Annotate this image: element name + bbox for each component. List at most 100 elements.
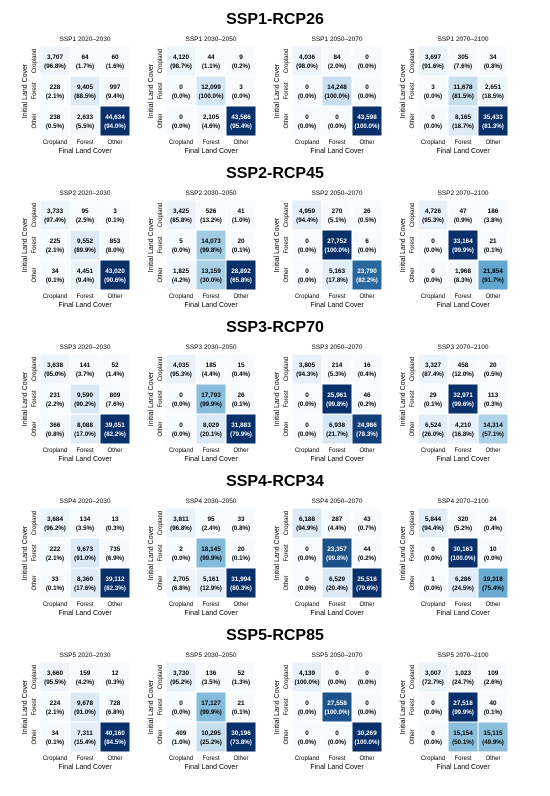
cell-count-label: 0 xyxy=(179,422,183,429)
cell-count-label: 30,196 xyxy=(231,730,251,737)
cell-percent-label: (0.0%) xyxy=(424,709,442,716)
cell-count-label: 33 xyxy=(237,516,245,523)
x-tick-label: Forest xyxy=(454,756,471,762)
x-tick-label: Forest xyxy=(202,140,219,146)
x-tick-label: Other xyxy=(233,602,248,608)
heatmap-cell xyxy=(477,259,509,291)
y-tick-label: Other xyxy=(410,421,416,436)
y-tick-label: Forest xyxy=(32,82,38,99)
cell-count-label: 186 xyxy=(488,208,499,215)
x-tick-label: Forest xyxy=(328,756,345,762)
cell-percent-label: (95.2%) xyxy=(170,679,192,686)
cell-count-label: 4,036 xyxy=(299,54,315,61)
cell-percent-label: (15.4%) xyxy=(74,739,96,746)
y-tick-label: Cropland xyxy=(32,203,38,227)
heatmap-cell xyxy=(351,199,383,231)
cell-count-label: 21,854 xyxy=(483,268,503,275)
heatmap-cell xyxy=(351,537,383,569)
cell-count-label: 39,112 xyxy=(105,576,125,583)
cell-percent-label: (91.6%) xyxy=(422,63,444,70)
panel-title: SSP2 2030–2050 xyxy=(186,190,237,197)
cell-percent-label: (0.5%) xyxy=(46,123,64,130)
cell-count-label: 12,099 xyxy=(201,84,221,91)
heatmap-cell xyxy=(447,259,479,291)
scenario-title: SSP5-RCP85 xyxy=(226,627,324,644)
heatmap-cell xyxy=(165,229,197,261)
cell-percent-label: (90.2%) xyxy=(74,401,96,408)
heatmap-cell xyxy=(291,199,323,231)
y-tick-label: Forest xyxy=(284,544,290,561)
y-axis-label: Initial Land Cover xyxy=(148,679,155,734)
cell-count-label: 15,115 xyxy=(483,730,503,737)
cell-percent-label: (4.2%) xyxy=(172,277,190,284)
heatmap-cell xyxy=(99,537,131,569)
x-tick-label: Forest xyxy=(202,448,219,454)
cell-percent-label: (3.7%) xyxy=(76,371,94,378)
cell-percent-label: (0.2%) xyxy=(358,555,376,562)
heatmap-cell xyxy=(165,507,197,539)
heatmap-cell xyxy=(99,507,131,539)
x-tick-label: Forest xyxy=(76,756,93,762)
y-tick-label: Cropland xyxy=(32,49,38,73)
cell-count-label: 95 xyxy=(81,208,89,215)
cell-percent-label: (0.0%) xyxy=(424,93,442,100)
panel-title: SSP4 2030–2050 xyxy=(186,498,237,505)
y-tick-label: Other xyxy=(158,421,164,436)
cell-count-label: 3 xyxy=(431,84,435,91)
cell-percent-label: (4.6%) xyxy=(202,123,220,130)
cell-percent-label: (79.6%) xyxy=(356,585,378,592)
cell-count-label: 25,518 xyxy=(357,576,377,583)
cell-count-label: 0 xyxy=(305,268,309,275)
cell-count-label: 9 xyxy=(239,54,243,61)
cell-percent-label: (30.0%) xyxy=(200,277,222,284)
cell-percent-label: (3.5%) xyxy=(76,525,94,532)
cell-count-label: 8,360 xyxy=(77,576,93,583)
panel-title: SSP3 2050–2070 xyxy=(312,344,363,351)
cell-count-label: 27,752 xyxy=(327,238,347,245)
heatmap-cell xyxy=(417,691,449,723)
cell-count-label: 43 xyxy=(363,516,371,523)
heatmap-cell xyxy=(447,105,479,137)
panel-title: SSP2 2020–2030 xyxy=(60,190,111,197)
cell-count-label: 0 xyxy=(431,114,435,121)
cell-percent-label: (0.5%) xyxy=(358,217,376,224)
cell-count-label: 47 xyxy=(459,208,467,215)
cell-count-label: 2,705 xyxy=(173,576,189,583)
cell-count-label: 2,633 xyxy=(77,114,93,121)
cell-count-label: 3,811 xyxy=(173,516,189,523)
cell-percent-label: (99.9%) xyxy=(452,247,474,254)
heatmap-cell xyxy=(291,45,323,77)
heatmap-cell xyxy=(477,229,509,261)
x-axis-label: Final Land Cover xyxy=(436,610,490,617)
heatmap-cell xyxy=(225,229,257,261)
y-axis-label: Initial Land Cover xyxy=(274,525,281,580)
heatmap-cell xyxy=(321,353,353,385)
cell-count-label: 10 xyxy=(489,546,497,553)
cell-count-label: 5,844 xyxy=(425,516,441,523)
x-tick-label: Forest xyxy=(454,602,471,608)
heatmap-cell xyxy=(69,721,101,753)
y-axis-label: Initial Land Cover xyxy=(274,679,281,734)
cell-count-label: 52 xyxy=(237,670,245,677)
cell-percent-label: (0.0%) xyxy=(424,585,442,592)
y-tick-label: Cropland xyxy=(158,49,164,73)
heatmap-cell xyxy=(195,229,227,261)
cell-count-label: 225 xyxy=(50,238,61,245)
cell-count-label: 3,697 xyxy=(425,54,441,61)
panel-title: SSP4 2020–2030 xyxy=(60,498,111,505)
heatmap-cell xyxy=(351,383,383,415)
cell-percent-label: (72.7%) xyxy=(422,679,444,686)
heatmap-cell xyxy=(321,229,353,261)
x-axis-label: Final Land Cover xyxy=(310,764,364,771)
cell-percent-label: (8.0%) xyxy=(106,247,124,254)
cell-count-label: 0 xyxy=(431,268,435,275)
heatmap-cell xyxy=(99,567,131,599)
cell-percent-label: (7.6%) xyxy=(454,63,472,70)
panel-title: SSP5 2030–2050 xyxy=(186,652,237,659)
cell-percent-label: (20.4%) xyxy=(326,585,348,592)
cell-count-label: 3,638 xyxy=(47,362,63,369)
cell-percent-label: (100.0%) xyxy=(450,555,475,562)
heatmap-cell xyxy=(225,199,257,231)
x-axis-label: Final Land Cover xyxy=(310,302,364,309)
